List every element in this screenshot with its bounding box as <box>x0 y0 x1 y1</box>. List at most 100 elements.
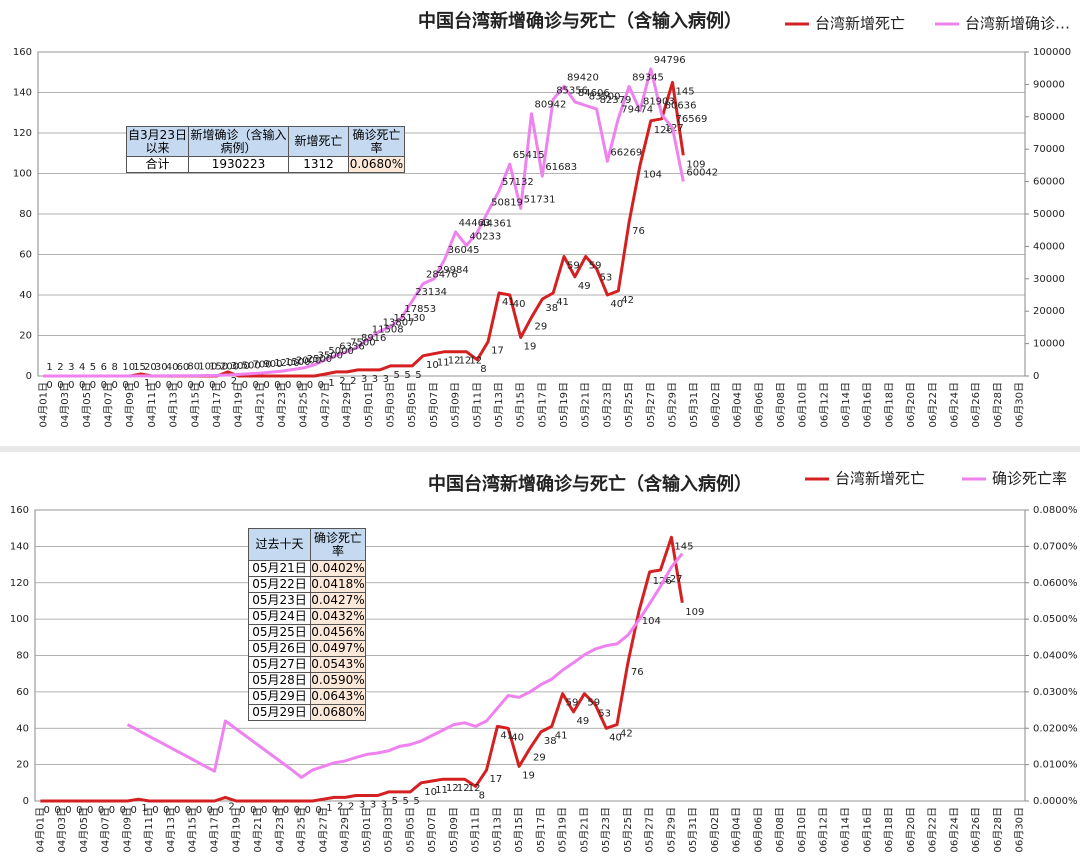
table-cell: 0.0427% <box>310 592 366 609</box>
y2-tick-label: 0.0000% <box>1033 796 1078 807</box>
data-label: 85356 <box>556 85 588 96</box>
y2-tick-label: 70000 <box>1033 144 1065 155</box>
data-label: 4 <box>79 362 85 373</box>
data-label: 109 <box>686 159 705 170</box>
data-label: 44463 <box>459 218 491 229</box>
data-label: 80 <box>187 362 200 373</box>
data-label: 29 <box>535 321 548 332</box>
data-label: 11 <box>435 785 448 796</box>
data-label: 0 <box>272 805 278 816</box>
data-label: 49 <box>577 716 590 727</box>
data-label: 3 <box>359 800 365 811</box>
table-cell: 05月24日 <box>248 608 311 625</box>
data-label: 41 <box>556 297 569 308</box>
y-tick-label: 120 <box>10 578 29 589</box>
x-tick-label: 04月17日 <box>211 382 223 427</box>
data-label: 76 <box>632 226 645 237</box>
data-label: 60042 <box>686 167 718 178</box>
data-label: 42 <box>621 295 634 306</box>
data-label: 1 <box>46 362 52 373</box>
data-label: 0 <box>283 805 289 816</box>
x-tick-label: 06月20日 <box>905 382 917 427</box>
data-label: 109 <box>685 607 704 618</box>
x-tick-label: 06月26日 <box>970 807 982 852</box>
data-label: 0 <box>87 805 93 816</box>
table-cell: 05月26日 <box>248 640 311 657</box>
data-label: 40 <box>166 362 179 373</box>
x-tick-label: 04月29日 <box>339 807 351 852</box>
data-label: 5 <box>413 796 419 807</box>
data-label: 0 <box>90 380 96 391</box>
data-label: 100 <box>198 362 217 373</box>
data-label: 2 <box>337 801 343 812</box>
y-tick-label: 160 <box>10 505 29 516</box>
y-tick-label: 140 <box>10 541 29 552</box>
data-label: 0 <box>196 805 202 816</box>
data-label: 2 <box>228 801 234 812</box>
x-tick-label: 04月19日 <box>233 382 245 427</box>
data-label: 2 <box>348 801 354 812</box>
y-tick-label: 160 <box>13 47 32 58</box>
data-label: 2 <box>57 362 63 373</box>
x-tick-label: 05月17日 <box>535 807 547 852</box>
data-label: 0 <box>185 805 191 816</box>
table-cell: 确诊死亡率 <box>348 126 405 157</box>
data-label: 0 <box>155 380 161 391</box>
data-label: 12 <box>459 356 472 367</box>
table-cell: 1930223 <box>188 156 289 173</box>
x-tick-label: 06月02日 <box>710 382 722 427</box>
x-tick-label: 04月11日 <box>143 807 155 852</box>
data-label: 53 <box>598 709 611 720</box>
data-label: 2500 <box>307 354 332 365</box>
y2-tick-label: 0.0100% <box>1033 760 1078 771</box>
data-label: 0 <box>253 380 259 391</box>
x-tick-label: 06月06日 <box>752 807 764 852</box>
data-label: 59 <box>566 698 579 709</box>
x-tick-label: 05月17日 <box>536 382 548 427</box>
data-label: 0 <box>285 380 291 391</box>
data-label: 19 <box>524 342 537 353</box>
x-tick-label: 05月29日 <box>667 382 679 427</box>
x-tick-label: 05月01日 <box>363 382 375 427</box>
x-tick-label: 04月13日 <box>168 382 180 427</box>
data-label: 5 <box>404 370 410 381</box>
data-label: 5 <box>415 370 421 381</box>
data-label: 0 <box>220 380 226 391</box>
chart-title: 中国台湾新增确诊与死亡（含输入病例） <box>428 473 752 495</box>
data-label: 0 <box>177 380 183 391</box>
series-line <box>40 535 684 803</box>
data-label: 127 <box>665 123 684 134</box>
data-label: 1 <box>144 378 150 389</box>
x-tick-label: 05月09日 <box>448 807 460 852</box>
data-label: 0 <box>318 380 324 391</box>
table-cell: 0.0590% <box>310 672 366 689</box>
data-label: 3 <box>381 800 387 811</box>
data-label: 65415 <box>513 150 545 161</box>
data-label: 59 <box>567 261 580 272</box>
table-cell: 自3月23日以来 <box>126 126 189 157</box>
data-label: 0 <box>98 805 104 816</box>
x-tick-label: 04月05日 <box>81 382 93 427</box>
x-tick-label: 06月14日 <box>840 382 852 427</box>
x-tick-label: 06月16日 <box>862 382 874 427</box>
x-tick-label: 05月15日 <box>513 807 525 852</box>
y2-tick-label: 0.0600% <box>1033 578 1078 589</box>
data-label: 6 <box>101 362 107 373</box>
x-tick-label: 05月05日 <box>406 382 418 427</box>
y-tick-label: 80 <box>16 651 29 662</box>
data-label: 126 <box>654 125 673 136</box>
data-label: 76569 <box>676 114 708 125</box>
y2-tick-label: 80000 <box>1033 112 1065 123</box>
x-tick-label: 06月24日 <box>948 807 960 852</box>
table-cell: 05月22日 <box>248 576 311 593</box>
data-label: 82379 <box>600 95 632 106</box>
data-label: 3 <box>372 374 378 385</box>
data-label: 0 <box>263 380 269 391</box>
data-label: 12 <box>446 783 459 794</box>
data-label: 2 <box>350 376 356 387</box>
data-label: 0 <box>274 380 280 391</box>
x-tick-label: 05月23日 <box>600 807 612 852</box>
x-tick-label: 05月21日 <box>580 382 592 427</box>
x-tick-label: 06月26日 <box>970 382 982 427</box>
y-tick-label: 60 <box>19 250 32 261</box>
